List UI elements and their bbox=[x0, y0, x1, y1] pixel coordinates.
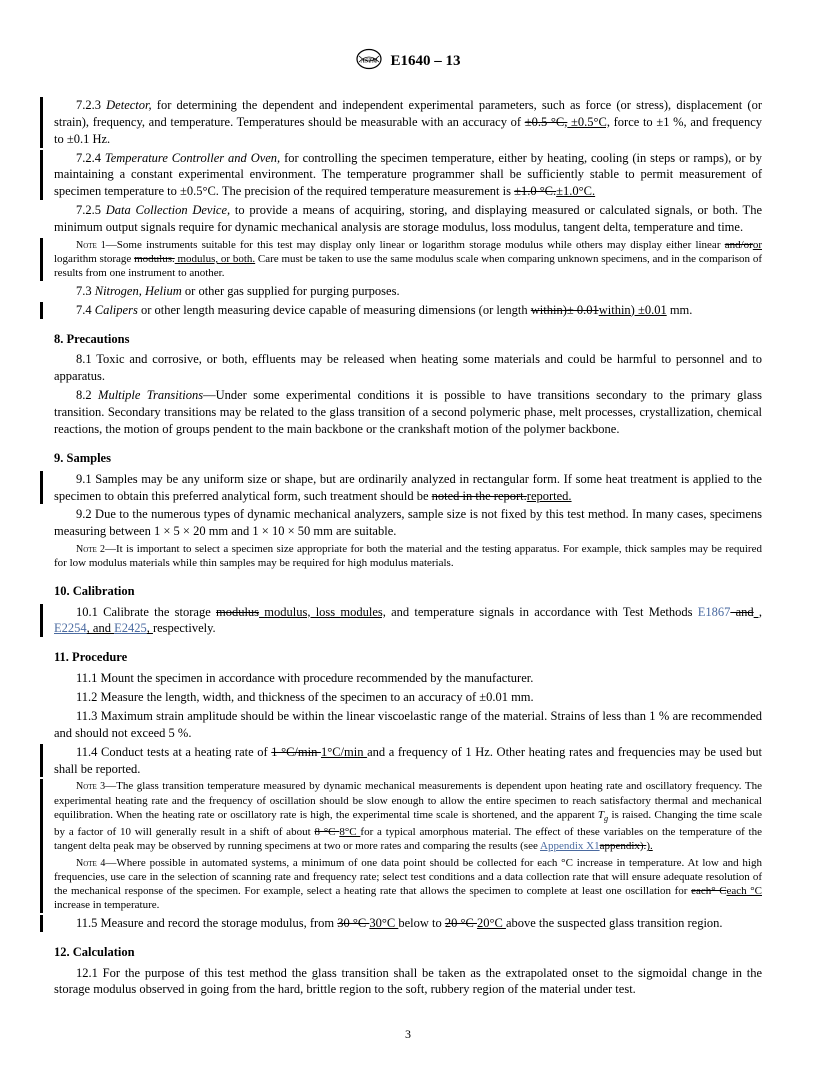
link-e2254[interactable]: E2254 bbox=[54, 621, 87, 635]
heading-8: 8. Precautions bbox=[54, 331, 762, 348]
para-11-2: 11.2 Measure the length, width, and thic… bbox=[54, 689, 762, 706]
para-11-3: 11.3 Maximum strain amplitude should be … bbox=[54, 708, 762, 742]
heading-11: 11. Procedure bbox=[54, 649, 762, 666]
para-9-1: 9.1 Samples may be any uniform size or s… bbox=[54, 471, 762, 505]
link-appendix-x1[interactable]: Appendix X1 bbox=[540, 840, 600, 852]
link-e2425[interactable]: E2425 bbox=[114, 621, 147, 635]
link-e1867[interactable]: E1867 bbox=[698, 605, 731, 619]
svg-text:ASTM: ASTM bbox=[360, 59, 378, 65]
note-3: Note 3—The glass transition temperature … bbox=[54, 779, 762, 853]
astm-logo-icon: ASTM bbox=[355, 48, 383, 75]
para-12-1: 12.1 For the purpose of this test method… bbox=[54, 965, 762, 999]
note-4: Note 4—Where possible in automated syste… bbox=[54, 856, 762, 913]
para-8-2: 8.2 Multiple Transitions—Under some expe… bbox=[54, 387, 762, 438]
para-11-4: 11.4 Conduct tests at a heating rate of … bbox=[54, 744, 762, 778]
standard-designation: E1640 – 13 bbox=[391, 51, 461, 71]
para-10-1: 10.1 Calibrate the storage modulus modul… bbox=[54, 604, 762, 638]
para-11-5: 11.5 Measure and record the storage modu… bbox=[54, 915, 762, 932]
heading-9: 9. Samples bbox=[54, 450, 762, 467]
heading-10: 10. Calibration bbox=[54, 583, 762, 600]
para-7-2-4: 7.2.4 Temperature Controller and Oven, f… bbox=[54, 150, 762, 201]
page-number: 3 bbox=[54, 1026, 762, 1042]
page-header: ASTM E1640 – 13 bbox=[54, 48, 762, 75]
para-11-1: 11.1 Mount the specimen in accordance wi… bbox=[54, 670, 762, 687]
note-2: Note 2—It is important to select a speci… bbox=[54, 542, 762, 571]
heading-12: 12. Calculation bbox=[54, 944, 762, 961]
para-7-2-3: 7.2.3 Detector, for determining the depe… bbox=[54, 97, 762, 148]
para-7-2-5: 7.2.5 Data Collection Device, to provide… bbox=[54, 202, 762, 236]
para-8-1: 8.1 Toxic and corrosive, or both, efflue… bbox=[54, 351, 762, 385]
para-7-4: 7.4 Calipers or other length measuring d… bbox=[54, 302, 762, 319]
para-7-3: 7.3 Nitrogen, Helium or other gas suppli… bbox=[54, 283, 762, 300]
para-9-2: 9.2 Due to the numerous types of dynamic… bbox=[54, 506, 762, 540]
note-1: Note 1—Some instruments suitable for thi… bbox=[54, 238, 762, 281]
